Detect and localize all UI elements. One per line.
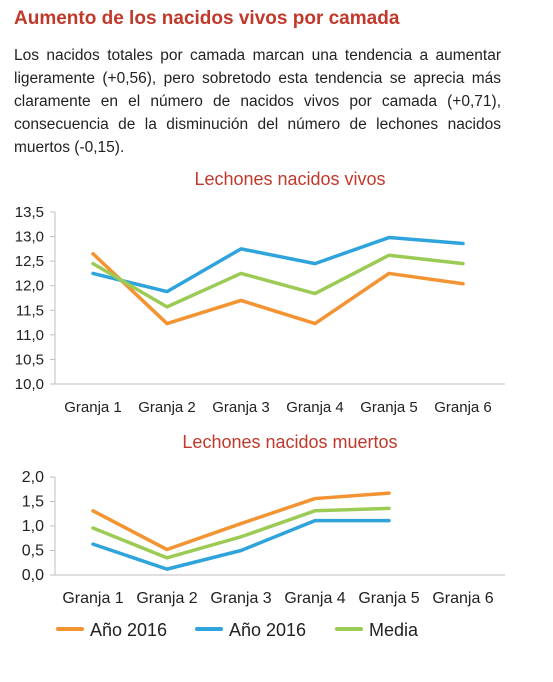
series-line-1 bbox=[91, 235, 465, 294]
y-tick-label: 10,0 bbox=[15, 376, 44, 393]
y-tick-label: 0,0 bbox=[22, 567, 44, 584]
x-tick-label: Granja 6 bbox=[434, 399, 492, 416]
y-tick-label: 1,0 bbox=[22, 518, 44, 535]
chart-title: Lechones nacidos vivos bbox=[194, 169, 385, 189]
x-tick-label: Granja 1 bbox=[62, 590, 123, 607]
x-tick-label: Granja 4 bbox=[284, 590, 345, 607]
series-line-0 bbox=[91, 491, 391, 552]
x-tick-label: Granja 1 bbox=[64, 399, 122, 416]
x-tick-label: Granja 5 bbox=[358, 590, 419, 607]
chart-nacidos-muertos: Lechones nacidos muertos 0,0 0,5 1,0 1,5 2,0 G… bbox=[22, 432, 505, 607]
series-line-2 bbox=[91, 253, 465, 309]
series-line-0 bbox=[91, 252, 465, 326]
legend: Año 2016 Año 2016 Media bbox=[56, 620, 419, 640]
y-tick-label: 12,5 bbox=[15, 253, 44, 270]
y-tick-label: 11,0 bbox=[16, 327, 44, 344]
legend-label: Año 2016 bbox=[229, 620, 306, 640]
x-tick-label: Granja 2 bbox=[138, 399, 196, 416]
chart-title: Lechones nacidos muertos bbox=[182, 432, 397, 452]
y-tick-label: 13,0 bbox=[15, 229, 44, 246]
y-tick-label: 11,5 bbox=[16, 302, 44, 319]
y-tick-label: 2,0 bbox=[22, 469, 44, 486]
page-title: Aumento de los nacidos vivos por camada bbox=[14, 8, 400, 29]
y-tick-label: 13,5 bbox=[15, 204, 44, 221]
legend-label: Media bbox=[369, 620, 419, 640]
legend-label: Año 2016 bbox=[90, 620, 167, 640]
x-tick-label: Granja 5 bbox=[360, 399, 418, 416]
x-tick-label: Granja 3 bbox=[210, 590, 271, 607]
y-tick-label: 12,0 bbox=[15, 278, 44, 295]
x-tick-label: Granja 6 bbox=[432, 590, 493, 607]
x-tick-label: Granja 2 bbox=[136, 590, 197, 607]
y-tick-label: 0,5 bbox=[22, 543, 44, 560]
series-line-2 bbox=[91, 506, 391, 560]
y-tick-label: 1,5 bbox=[22, 494, 44, 511]
y-tick-label: 10,5 bbox=[15, 351, 44, 368]
intro-paragraph: Los nacidos totales por camada marcan un… bbox=[14, 47, 501, 156]
series-line-1 bbox=[91, 518, 391, 571]
x-tick-label: Granja 3 bbox=[212, 399, 270, 416]
chart-nacidos-vivos: Lechones nacidos vivos 10,0 10,5 11,0 11,5 12… bbox=[15, 169, 505, 416]
x-tick-label: Granja 4 bbox=[286, 399, 344, 416]
